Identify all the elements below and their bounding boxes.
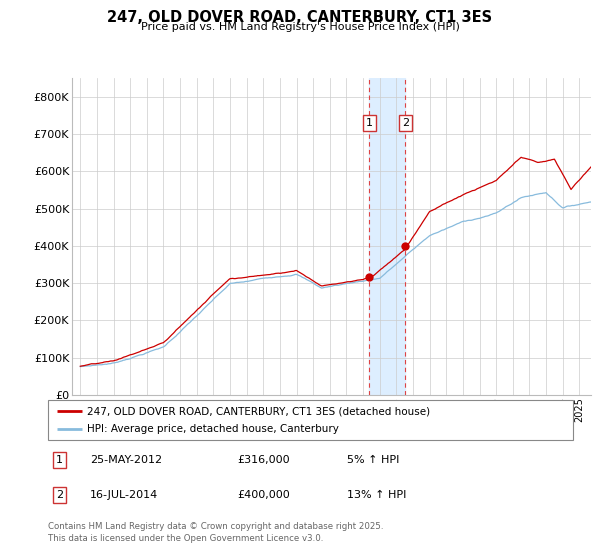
Text: 247, OLD DOVER ROAD, CANTERBURY, CT1 3ES: 247, OLD DOVER ROAD, CANTERBURY, CT1 3ES: [107, 10, 493, 25]
Text: 1: 1: [56, 455, 63, 465]
Text: 13% ↑ HPI: 13% ↑ HPI: [347, 490, 407, 500]
Text: 1: 1: [366, 118, 373, 128]
Text: £316,000: £316,000: [237, 455, 290, 465]
Text: Contains HM Land Registry data © Crown copyright and database right 2025.
This d: Contains HM Land Registry data © Crown c…: [48, 522, 383, 543]
Text: Price paid vs. HM Land Registry's House Price Index (HPI): Price paid vs. HM Land Registry's House …: [140, 22, 460, 32]
Text: 2: 2: [56, 490, 63, 500]
Text: HPI: Average price, detached house, Canterbury: HPI: Average price, detached house, Cant…: [88, 424, 339, 435]
Text: 247, OLD DOVER ROAD, CANTERBURY, CT1 3ES (detached house): 247, OLD DOVER ROAD, CANTERBURY, CT1 3ES…: [88, 407, 431, 417]
Text: 16-JUL-2014: 16-JUL-2014: [90, 490, 158, 500]
Bar: [370, 78, 406, 395]
FancyBboxPatch shape: [48, 400, 573, 440]
Text: 2: 2: [402, 118, 409, 128]
Text: 25-MAY-2012: 25-MAY-2012: [90, 455, 162, 465]
Text: 5% ↑ HPI: 5% ↑ HPI: [347, 455, 400, 465]
Text: £400,000: £400,000: [237, 490, 290, 500]
